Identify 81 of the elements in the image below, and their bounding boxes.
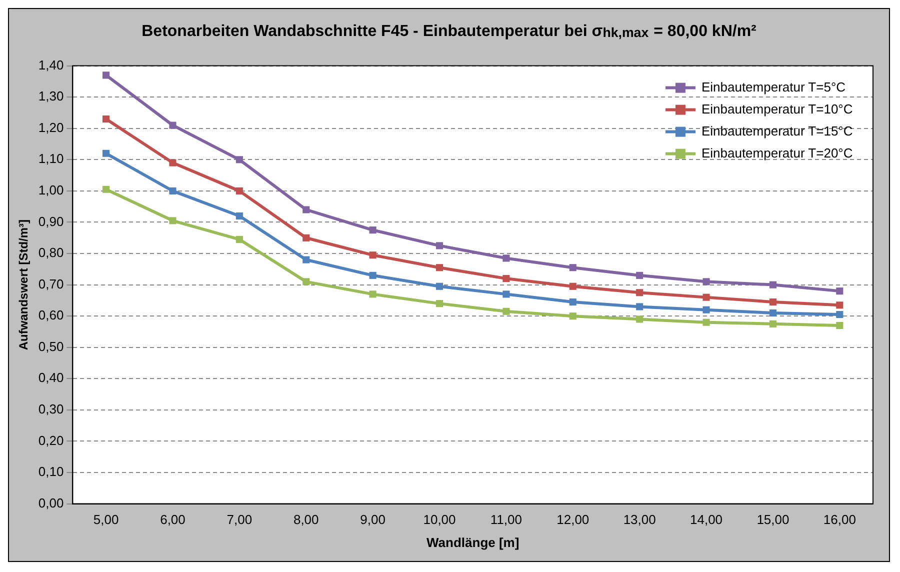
x-tick-label: 7,00 [226, 512, 252, 528]
point [169, 187, 176, 194]
point [836, 322, 844, 330]
y-axis-title: Aufwandswert [Std/m³] [16, 219, 31, 350]
point [369, 290, 376, 298]
x-tick-label: 16,00 [823, 512, 856, 528]
y-tick-label: 0,80 [38, 245, 64, 260]
point [569, 312, 576, 320]
y-tick-label: 0,30 [38, 402, 64, 417]
point [102, 186, 110, 193]
point [702, 278, 710, 286]
point [236, 212, 243, 220]
point [302, 278, 310, 286]
point [436, 264, 444, 272]
point [369, 272, 376, 279]
point [502, 290, 510, 298]
point [236, 236, 243, 243]
point [769, 281, 776, 288]
point [302, 234, 310, 242]
y-tick-label: 0,10 [38, 464, 64, 480]
point [102, 150, 110, 157]
point [836, 288, 844, 295]
point [769, 298, 776, 306]
x-tick-label: 12,00 [556, 512, 590, 528]
x-tick-label: 13,00 [623, 512, 656, 528]
y-tick-label: 0,70 [38, 276, 64, 292]
x-axis-title: Wandlänge [m] [426, 534, 520, 550]
point [302, 256, 310, 264]
y-tick-label: 1,40 [38, 57, 64, 72]
point [169, 217, 176, 224]
y-tick-label: 1,10 [38, 151, 64, 166]
y-tick-label: 0,40 [38, 370, 64, 386]
y-tick-label: 1,30 [38, 88, 64, 104]
point [436, 282, 444, 290]
y-tick-label: 0,00 [38, 495, 64, 510]
point [569, 282, 576, 290]
point [702, 294, 710, 301]
point [302, 206, 310, 214]
point [636, 303, 644, 310]
point [102, 72, 110, 79]
x-tick-label: 11,00 [490, 512, 522, 528]
point [636, 289, 644, 296]
y-tick-label: 0,20 [38, 432, 64, 448]
point [702, 306, 710, 314]
point [769, 309, 776, 316]
point [369, 226, 376, 234]
legend-label: Einbautemperatur T=10°C [701, 101, 853, 116]
x-tick-label: 9,00 [360, 512, 386, 528]
point [436, 242, 444, 250]
point [636, 272, 644, 279]
point [236, 187, 243, 194]
point [436, 300, 444, 308]
y-tick-label: 0,50 [38, 338, 64, 354]
y-tick-label: 1,20 [38, 120, 64, 135]
x-tick-label: 8,00 [293, 512, 319, 528]
x-tick-label: 6,00 [160, 512, 186, 528]
legend-label: Einbautemperatur T=5°C [701, 79, 846, 94]
x-tick-label: 5,00 [93, 512, 119, 528]
x-tick-label: 14,00 [690, 512, 723, 528]
point [369, 252, 376, 259]
legend-label: Einbautemperatur T=15°C [701, 123, 853, 138]
point [636, 316, 644, 323]
point [502, 308, 510, 315]
point [769, 320, 776, 328]
y-tick-label: 1,00 [38, 182, 64, 198]
point [169, 122, 176, 129]
x-tick-label: 10,00 [423, 512, 456, 528]
point [836, 310, 844, 318]
point [236, 156, 243, 164]
point [102, 115, 110, 123]
point [502, 275, 510, 282]
point [502, 254, 510, 262]
point [569, 298, 576, 306]
x-tick-label: 15,00 [756, 512, 790, 528]
point [836, 302, 844, 309]
y-tick-label: 0,60 [38, 308, 64, 323]
point [169, 159, 176, 166]
point [569, 264, 576, 272]
point [702, 318, 710, 326]
y-tick-label: 0,90 [38, 214, 64, 229]
legend-label: Einbautemperatur T=20°C [701, 145, 853, 160]
